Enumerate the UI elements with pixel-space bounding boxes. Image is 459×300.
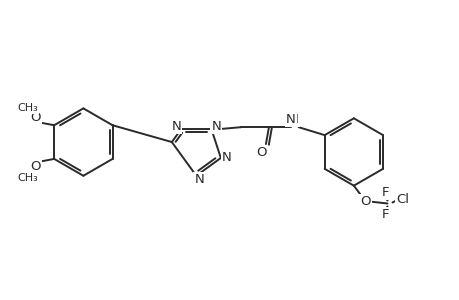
Text: O: O bbox=[30, 111, 40, 124]
Text: Cl: Cl bbox=[395, 193, 408, 206]
Text: O: O bbox=[30, 160, 40, 173]
Text: N: N bbox=[211, 120, 221, 133]
Text: F: F bbox=[381, 208, 388, 221]
Text: N: N bbox=[171, 120, 181, 133]
Text: N: N bbox=[221, 152, 231, 164]
Text: CH₃: CH₃ bbox=[17, 173, 38, 183]
Text: H: H bbox=[290, 113, 298, 126]
Text: F: F bbox=[381, 186, 388, 199]
Text: N: N bbox=[285, 113, 295, 126]
Text: O: O bbox=[360, 195, 370, 208]
Text: O: O bbox=[256, 146, 267, 159]
Text: CH₃: CH₃ bbox=[17, 103, 38, 113]
Text: N: N bbox=[194, 173, 204, 186]
